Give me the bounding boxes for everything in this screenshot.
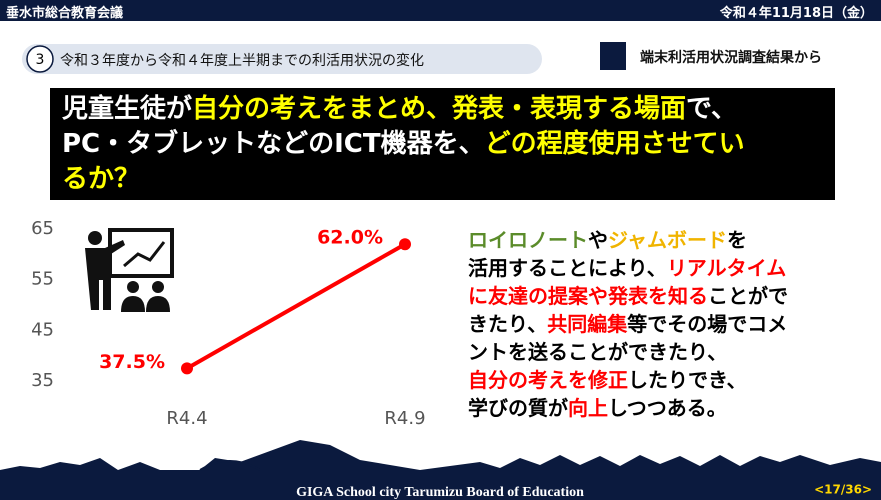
- x-tick-label: R4.9: [384, 408, 425, 429]
- x-tick-label: R4.4: [166, 408, 207, 429]
- question-segment: るか？: [62, 164, 140, 194]
- comment-line: 学びの質が向上しつつある。: [468, 394, 788, 422]
- comment-line: 活用することにより、リアルタイム: [468, 254, 788, 282]
- comment-segment: に友達の提案や発表を知る: [468, 284, 708, 308]
- comment-segment: 共同編集: [547, 312, 627, 336]
- slide: 3 GIGA School city Tarumizu Board of Edu…: [0, 0, 881, 500]
- comment-segment: 自分の考えを修正: [468, 368, 628, 392]
- presenter-icon: [85, 230, 172, 312]
- comment-segment: 等でその場でコメ: [627, 312, 787, 336]
- comment-segment: リアルタイム: [667, 256, 786, 280]
- comment-segment: を: [727, 228, 747, 252]
- footer-title: GIGA School city Tarumizu Board of Educa…: [296, 485, 584, 500]
- comment-line: ロイロノートやジャムボードを: [468, 226, 788, 254]
- question-segment: PC・タブレットなどのICT機器を、: [62, 129, 485, 159]
- page-number: <17/36>: [814, 483, 872, 497]
- comment-segment: ことがで: [708, 284, 788, 308]
- comment-line: 自分の考えを修正したりでき、: [468, 366, 788, 394]
- source-square: [600, 42, 626, 70]
- comment-segment: ジャムボード: [608, 228, 727, 252]
- comment-segment: ントを送ることができたり、: [468, 340, 727, 364]
- y-tick-label: 55: [31, 269, 54, 290]
- section-title: 令和３年度から令和４年度上半期までの利活用状況の変化: [60, 50, 424, 70]
- y-tick-label: 35: [31, 370, 54, 391]
- comment-segment: しつつある。: [608, 396, 727, 420]
- data-label: 62.0%: [317, 227, 383, 249]
- comment-segment: 学びの質が: [468, 396, 568, 420]
- question: 児童生徒が自分の考えをまとめ、発表・表現する場面で、PC・タブレットなどのICT…: [62, 92, 745, 197]
- question-line: 児童生徒が自分の考えをまとめ、発表・表現する場面で、: [62, 92, 745, 127]
- y-tick-label: 45: [31, 319, 54, 340]
- data-line: [187, 244, 405, 368]
- comment-line: ントを送ることができたり、: [468, 338, 788, 366]
- question-line: PC・タブレットなどのICT機器を、どの程度使用させてい: [62, 127, 745, 162]
- section-number: 3: [36, 52, 45, 68]
- skyline: [0, 440, 881, 486]
- comment-segment: 向上: [568, 396, 608, 420]
- data-point: [181, 362, 193, 374]
- comment-segment: きたり、: [468, 312, 547, 336]
- source-text: 端末利活用状況調査結果から: [640, 47, 822, 67]
- comment: ロイロノートやジャムボードを活用することにより、リアルタイムに友達の提案や発表を…: [468, 226, 788, 422]
- question-line: るか？: [62, 162, 745, 197]
- comment-line: に友達の提案や発表を知ることがで: [468, 282, 788, 310]
- comment-line: きたり、共同編集等でその場でコメ: [468, 310, 788, 338]
- question-segment: で、: [686, 94, 737, 124]
- question-segment: 児童生徒が: [62, 94, 192, 124]
- y-tick-label: 65: [31, 218, 54, 239]
- header-left: 垂水市総合教育会議: [6, 2, 123, 21]
- data-point: [399, 238, 411, 250]
- comment-segment: 活用することにより、: [468, 256, 667, 280]
- comment-segment: や: [588, 228, 608, 252]
- comment-segment: ロイロノート: [468, 228, 588, 252]
- header-right: 令和４年11月18日（金）: [720, 2, 873, 21]
- data-label: 37.5%: [99, 351, 165, 373]
- question-segment: どの程度使用させてい: [485, 129, 745, 159]
- comment-segment: したりでき、: [628, 368, 747, 392]
- question-segment: 自分の考えをまとめ、発表・表現する場面: [192, 94, 686, 124]
